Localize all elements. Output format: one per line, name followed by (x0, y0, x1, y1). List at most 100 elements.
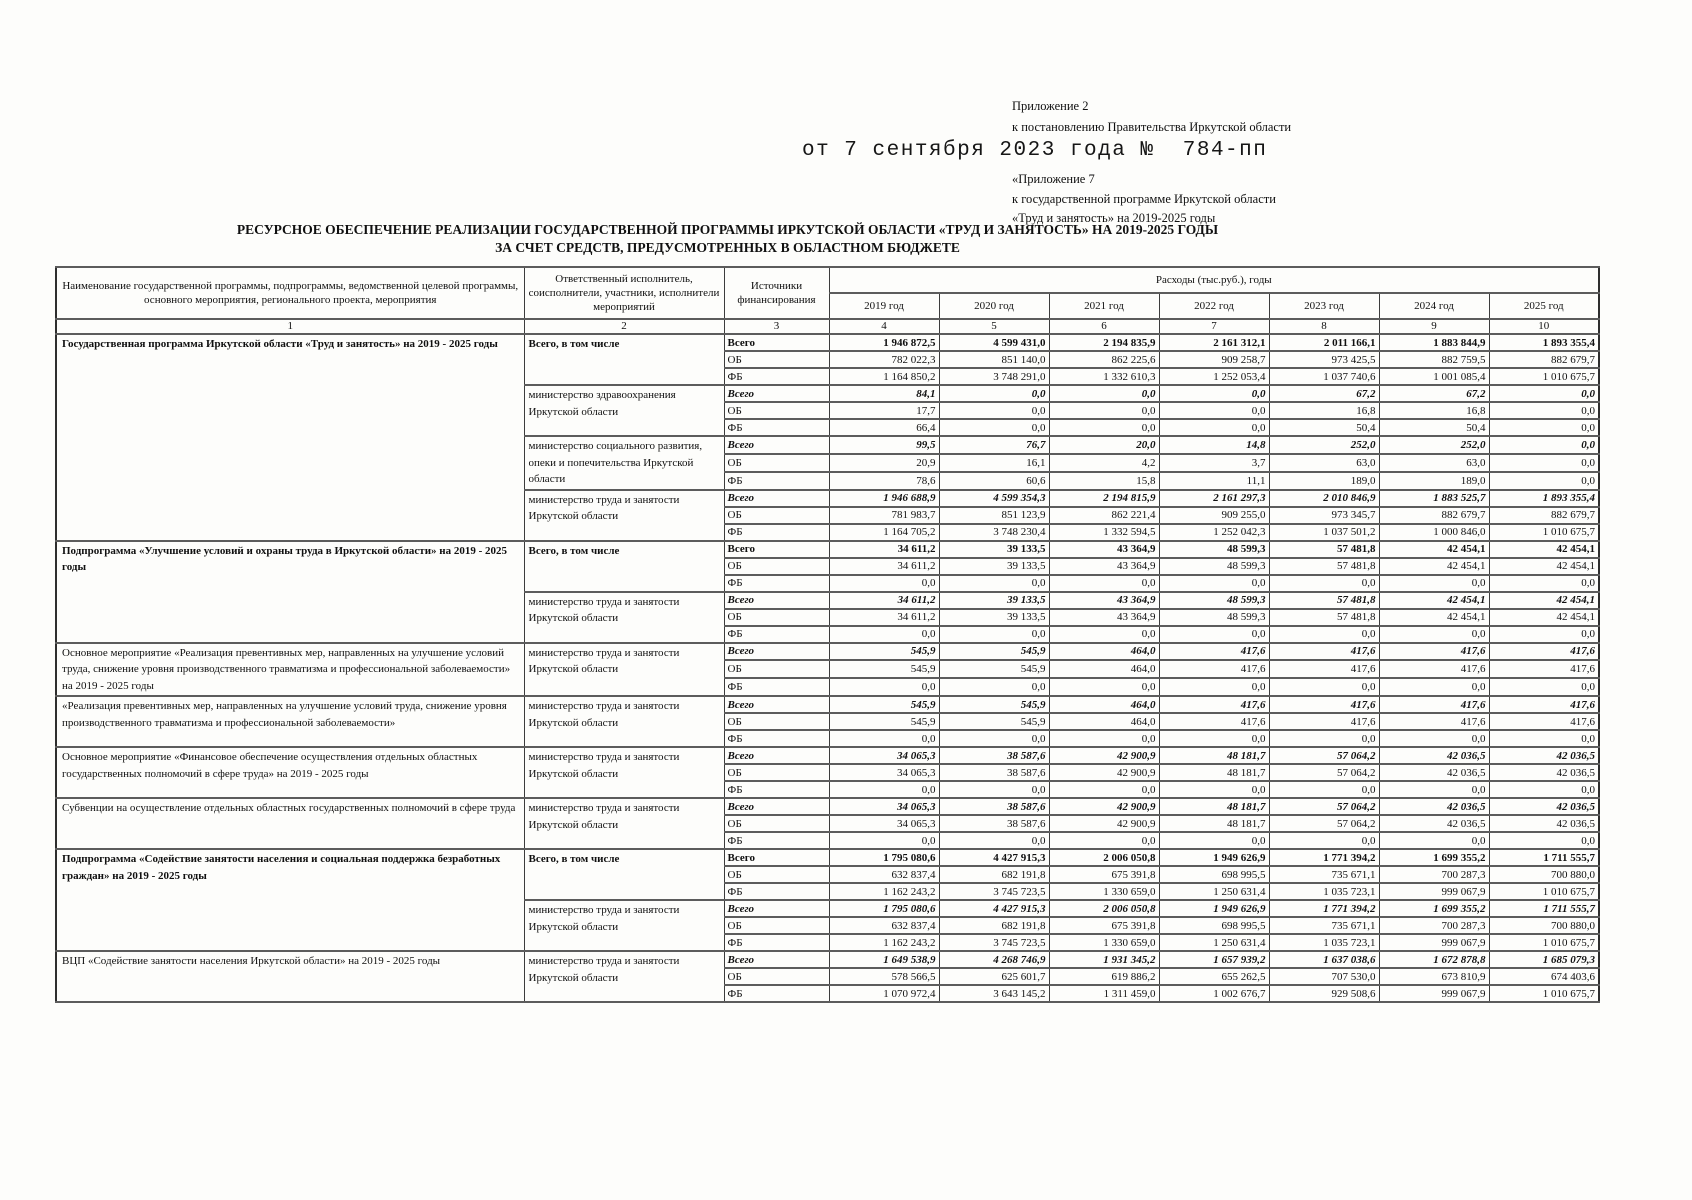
header-row-years: 2019 год 2020 год 2021 год 2022 год 2023… (56, 292, 1600, 320)
table-row: ФБ 0,0 0,0 0,0 0,0 0,0 0,0 0,0 (56, 677, 1600, 697)
header-number: 5 (938, 318, 1050, 335)
value-cell: 48 599,3 (1158, 607, 1270, 627)
value-cell: 0,0 (1158, 573, 1270, 593)
funding-source-cell: ОБ (723, 659, 830, 680)
header-expenses: Расходы (тыс.руб.), годы (828, 266, 1600, 294)
value-cell: 1 164 850,2 (828, 367, 940, 386)
funding-source-cell: ФБ (723, 677, 830, 697)
value-cell: 545,9 (828, 641, 940, 662)
value-cell: 0,0 (1048, 677, 1160, 697)
value-cell: 42 900,9 (1048, 746, 1160, 765)
value-cell: 578 566,5 (828, 967, 940, 986)
header-col-executor: Ответственный исполнитель, соисполнители… (523, 266, 725, 320)
value-cell: 682 191,8 (938, 865, 1050, 884)
table-row: ФБ 0,0 0,0 0,0 0,0 0,0 0,0 0,0 (56, 729, 1600, 748)
value-cell: 1 795 080,6 (828, 899, 940, 918)
value-cell: 4 427 915,3 (938, 899, 1050, 918)
value-cell: 1 250 631,4 (1158, 933, 1270, 952)
table-row: ОБ 20,9 16,1 4,2 3,7 63,0 63,0 0,0 (56, 452, 1600, 473)
value-cell: 1 037 740,6 (1268, 367, 1380, 386)
value-cell: 0,0 (1048, 384, 1160, 403)
value-cell: 1 250 631,4 (1158, 882, 1270, 901)
value-cell: 1 010 675,7 (1488, 367, 1600, 386)
table-row: ОБ 545,9 545,9 464,0 417,6 417,6 417,6 417,6 (56, 712, 1600, 731)
value-cell: 417,6 (1158, 712, 1270, 731)
value-cell: 0,0 (1488, 470, 1600, 491)
value-cell: 39 133,5 (938, 556, 1050, 576)
program-name-cell: Подпрограмма «Улучшение условий и охраны… (55, 539, 525, 644)
value-cell: 38 587,6 (938, 763, 1050, 782)
value-cell: 14,8 (1158, 435, 1270, 455)
value-cell: 42 454,1 (1378, 607, 1490, 627)
executor-cell: министерство труда и занятости Иркутской… (523, 641, 725, 697)
value-cell: 67,2 (1268, 384, 1380, 403)
value-cell: 42 454,1 (1488, 556, 1600, 576)
value-cell: 43 364,9 (1048, 539, 1160, 559)
table-row: «Реализация превентивных мер, направленн… (55, 695, 1600, 748)
value-cell: 39 133,5 (938, 539, 1050, 559)
header-number: 1 (55, 318, 525, 335)
table-row: Подпрограмма «Содействие занятости насел… (55, 848, 1600, 952)
header-number: 10 (1488, 318, 1600, 335)
table-row: ОБ 34 065,3 38 587,6 42 900,9 48 181,7 57 064… (56, 763, 1600, 782)
value-cell: 632 837,4 (828, 916, 940, 935)
value-cell: 42 454,1 (1378, 539, 1490, 559)
value-cell: 909 258,7 (1158, 350, 1270, 369)
header-year: 2025 год (1488, 292, 1600, 320)
value-cell: 700 880,0 (1488, 916, 1600, 935)
funding-source-cell: ФБ (723, 984, 830, 1003)
value-cell: 0,0 (1378, 729, 1490, 748)
header-year: 2020 год (938, 292, 1050, 320)
value-cell: 0,0 (1048, 780, 1160, 799)
program-name-cell: Основное мероприятие «Финансовое обеспеч… (55, 746, 525, 799)
table-row: министерство труда и занятости Иркутской… (56, 899, 1600, 952)
appendix-line: к постановлению Правительства Иркутской … (1012, 120, 1292, 134)
value-cell: 0,0 (1048, 401, 1160, 420)
value-cell: 0,0 (1158, 418, 1270, 437)
appendix-line: «Приложение 7 (1012, 172, 1095, 186)
value-cell: 1 771 394,2 (1268, 899, 1380, 918)
funding-source-cell: ОБ (723, 763, 830, 782)
table-row: министерство социального развития, опеки… (56, 435, 1600, 491)
value-cell: 1 672 878,8 (1378, 950, 1490, 969)
value-cell: 417,6 (1378, 712, 1490, 731)
value-cell: 0,0 (1488, 780, 1600, 799)
value-cell: 882 679,7 (1488, 505, 1600, 525)
value-cell: 700 287,3 (1378, 865, 1490, 884)
value-cell: 0,0 (1488, 729, 1600, 748)
value-cell: 2 006 050,8 (1048, 899, 1160, 918)
value-cell: 1 883 844,9 (1378, 333, 1490, 352)
funding-source-cell: Всего (723, 590, 830, 610)
table-row: ОБ 34 611,2 39 133,5 43 364,9 48 599,3 57 481… (56, 556, 1600, 576)
table-body: Государственная программа Иркутской обла… (55, 333, 1600, 1003)
value-cell: 1 010 675,7 (1488, 933, 1600, 952)
value-cell: 43 364,9 (1048, 607, 1160, 627)
value-cell: 545,9 (938, 659, 1050, 680)
value-cell: 3,7 (1158, 452, 1270, 473)
value-cell: 882 759,5 (1378, 350, 1490, 369)
table-row: Основное мероприятие «Реализация превент… (55, 641, 1600, 697)
decree-date-number: от 7 сентября 2023 года № 784-пп (802, 139, 1268, 162)
funding-source-cell: ФБ (723, 470, 830, 491)
value-cell: 1 164 705,2 (828, 522, 940, 542)
funding-source-cell: ФБ (723, 367, 830, 386)
value-cell: 0,0 (1158, 677, 1270, 697)
funding-source-cell: ОБ (723, 814, 830, 833)
funding-source-cell: Всего (723, 797, 830, 816)
value-cell: 17,7 (828, 401, 940, 420)
funding-source-cell: ОБ (723, 401, 830, 420)
value-cell: 57 064,2 (1268, 763, 1380, 782)
value-cell: 973 345,7 (1268, 505, 1380, 525)
value-cell: 16,1 (938, 452, 1050, 473)
table-row: Основное мероприятие «Финансовое обеспеч… (55, 746, 1600, 799)
funding-source-cell: ФБ (723, 729, 830, 748)
value-cell: 1 949 626,9 (1158, 899, 1270, 918)
value-cell: 655 262,5 (1158, 967, 1270, 986)
value-cell: 929 508,6 (1268, 984, 1380, 1003)
table-row: ОБ 34 611,2 39 133,5 43 364,9 48 599,3 57 481… (56, 607, 1600, 627)
table-row: Субвенции на осуществление отдельных обл… (55, 797, 1600, 850)
value-cell: 34 065,3 (828, 746, 940, 765)
value-cell: 417,6 (1268, 659, 1380, 680)
executor-cell: министерство труда и занятости Иркутской… (523, 590, 725, 644)
value-cell: 20,9 (828, 452, 940, 473)
